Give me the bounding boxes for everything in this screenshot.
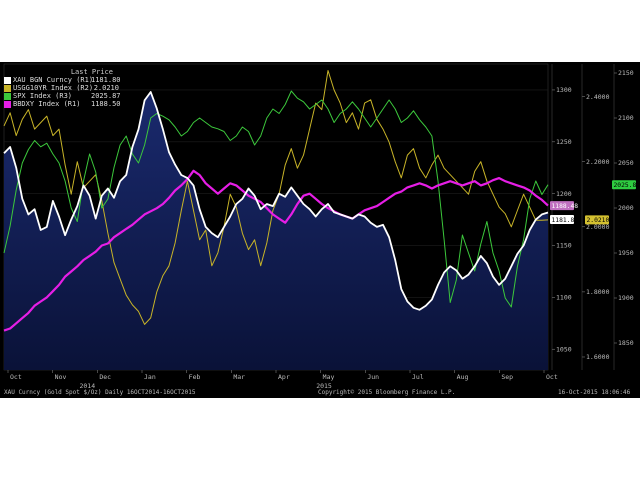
footer-security-description: XAU Curncy (Gold Spot $/Oz) Daily 16OCT2… — [4, 389, 196, 396]
legend-swatch — [4, 92, 11, 100]
x-tick-label: Sep — [501, 373, 513, 381]
x-tick-label: May — [323, 373, 335, 381]
y-tick-label-r3: 1850 — [618, 339, 634, 347]
x-tick-label: Oct — [546, 373, 558, 381]
value-tag-label: 2025.87 — [614, 182, 640, 189]
value-tag-label: 1188.48 — [552, 203, 579, 210]
footer-timestamp: 16-Oct-2015 18:06:46 — [558, 389, 631, 396]
chart-svg: Oct Nov Dec Jan Feb Mar Apr May Jun Jul Aug Sep Oct 2… — [3, 63, 640, 390]
legend-header: Last Price — [70, 68, 113, 76]
legend-last-price: 1181.80 — [91, 76, 121, 84]
legend-last-price: 2025.87 — [91, 92, 121, 100]
y-tick-label-r1: 1300 — [556, 86, 572, 94]
y-tick-label-r1: 1200 — [556, 190, 572, 198]
x-tick-label: Nov — [55, 373, 67, 381]
x-year-label: 2014 — [79, 382, 95, 390]
series-line-usgg10yr-index — [3, 70, 549, 325]
footer-copyright: Copyright© 2015 Bloomberg Finance L.P. — [318, 389, 456, 396]
value-tag-label: 2.0210 — [587, 217, 610, 224]
y-tick-label-r1: 1100 — [556, 294, 572, 302]
x-tick-label: Jul — [412, 373, 424, 381]
legend-series-name: XAU BGN Curncy (R1) — [13, 76, 94, 84]
legend-series-name: BBDXY Index (R1) — [13, 100, 81, 108]
legend-swatch — [4, 100, 11, 108]
y-tick-label-r3: 2050 — [618, 159, 634, 167]
legend-entry-xau: XAU BGN Curncy (R1) 1181.80 — [4, 76, 121, 84]
chart-panel: Oct Nov Dec Jan Feb Mar Apr May Jun Jul Aug Sep Oct 2… — [0, 62, 640, 398]
legend-entry-spx: SPX Index (R3) 2025.87 — [4, 92, 121, 100]
y-tick-label-r1: 1150 — [556, 242, 572, 250]
x-year-label: 2015 — [316, 382, 332, 390]
legend: Last Price XAU BGN Curncy (R1) 1181.80 U… — [4, 68, 121, 108]
series-line-xau-bgn-curncy — [3, 91, 549, 311]
y-tick-label-r2: 2.2000 — [586, 158, 610, 166]
legend-swatch — [4, 84, 11, 92]
x-tick-label: Mar — [233, 373, 245, 381]
y-tick-label-r3: 2150 — [618, 69, 634, 77]
legend-last-price: 1188.50 — [91, 100, 121, 108]
value-tag-label: 1181.80 — [552, 217, 579, 224]
legend-series-name: USGG10YR Index (R2) — [13, 84, 94, 92]
x-tick-label: Feb — [189, 373, 201, 381]
legend-last-price: 2.0210 — [93, 84, 119, 92]
y-tick-label-r3: 1900 — [618, 294, 634, 302]
y-tick-label-r1: 1050 — [556, 345, 572, 353]
legend-entry-bbdxy: BBDXY Index (R1) 1188.50 — [4, 100, 121, 108]
y-tick-label-r2: 1.6000 — [586, 353, 610, 361]
x-tick-label: Oct — [10, 373, 22, 381]
x-tick-label: Aug — [457, 373, 469, 381]
y-tick-label-r2: 2.4000 — [586, 93, 610, 101]
series-area-xau-bgn-curncy — [4, 92, 548, 370]
x-tick-label: Jun — [367, 373, 379, 381]
value-tag-bg — [550, 201, 574, 211]
value-tag-bg — [612, 180, 636, 190]
legend-entry-usgg10yr: USGG10YR Index (R2) 2.0210 — [4, 84, 119, 92]
series-line-bbdxy-index — [3, 169, 549, 332]
legend-series-name: SPX Index (R3) — [13, 92, 73, 100]
x-tick-label: Dec — [99, 373, 111, 381]
y-tick-label-r2: 2.0000 — [586, 223, 610, 231]
legend-swatch — [4, 76, 11, 84]
value-tag-bg — [550, 215, 574, 225]
chart-footer: XAU Curncy (Gold Spot $/Oz) Daily 16OCT2… — [0, 389, 640, 398]
y-tick-label-r3: 1950 — [618, 249, 634, 257]
y-tick-label-r3: 2000 — [618, 204, 634, 212]
y-tick-label-r1: 1250 — [556, 138, 572, 146]
x-tick-label: Apr — [278, 373, 290, 381]
y-tick-label-r2: 1.8000 — [586, 288, 610, 296]
value-tag-bg — [585, 215, 609, 225]
y-tick-label-r3: 2100 — [618, 114, 634, 122]
x-tick-label: Jan — [144, 373, 156, 381]
